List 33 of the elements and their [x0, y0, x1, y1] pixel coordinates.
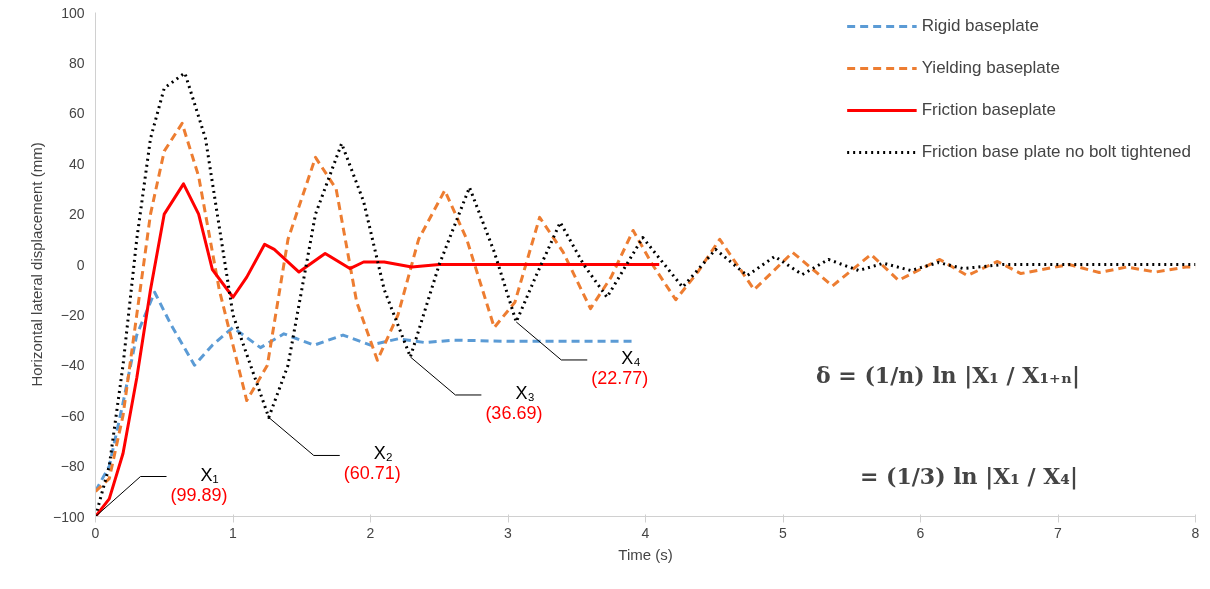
y-tick-label: 40	[68, 155, 85, 172]
annotation: X₄ (22.77)	[591, 347, 649, 388]
y-tick-label: 100	[61, 4, 85, 21]
y-tick-label: 0	[76, 256, 85, 273]
y-tick-label: −60	[60, 407, 85, 424]
legend-label: Yielding baseplate	[921, 58, 1060, 78]
legend-label: Friction baseplate	[921, 100, 1056, 120]
annotation: X₃ (36.69)	[485, 382, 543, 423]
y-tick-label: 20	[68, 206, 85, 223]
x-tick-label: 3	[504, 524, 513, 541]
x-tick-label: 1	[229, 524, 238, 541]
x-tick-label: 4	[641, 524, 650, 541]
legend-label: Friction base plate no bolt tightened	[921, 142, 1191, 162]
annotation: δ = (1/n) ln |X₁ / X₁₊ₙ|	[816, 362, 1081, 390]
x-tick-label: 2	[366, 524, 375, 541]
y-tick-label: −40	[60, 357, 85, 374]
x-tick-label: 8	[1191, 524, 1200, 541]
x-tick-label: 5	[779, 524, 788, 541]
x-tick-label: 7	[1054, 524, 1063, 541]
y-tick-label: −100	[52, 508, 85, 525]
x-tick-label: 0	[91, 524, 100, 541]
y-tick-label: 60	[68, 105, 85, 122]
x-tick-label: 6	[916, 524, 925, 541]
annotation: X₂ (60.71)	[343, 443, 401, 484]
annotation: = (1/3) ln |X₁ / X₄|	[860, 463, 1079, 491]
y-axis-title: Horizontal lateral displacement (mm)	[27, 142, 45, 387]
legend-label: Rigid baseplate	[921, 16, 1039, 36]
annotation: X₁ (99.89)	[170, 464, 228, 505]
x-axis-title: Time (s)	[618, 545, 673, 563]
y-tick-label: −80	[60, 458, 85, 475]
y-tick-label: 80	[68, 54, 85, 71]
line-series	[95, 182, 661, 517]
y-tick-label: −20	[60, 306, 85, 323]
